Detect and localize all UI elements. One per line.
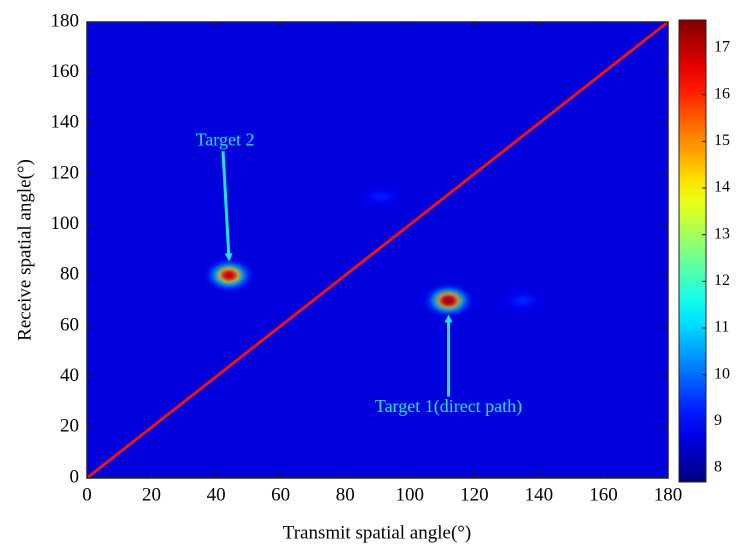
heatmap-peak: [484, 280, 561, 321]
colorbar: [678, 19, 707, 483]
colorbar-tick-label: 17: [714, 39, 730, 56]
y-axis-label: Receive spatial angle(°): [14, 159, 35, 341]
colorbar-tick-label: 11: [714, 319, 729, 336]
diagonal-line: [86, 20, 669, 480]
x-tick-label: 80: [336, 484, 355, 505]
x-tick-label: 140: [525, 484, 554, 505]
heatmap-peak: [416, 278, 481, 323]
heatmap-peak: [342, 176, 419, 217]
y-tick-label: 80: [60, 264, 79, 285]
heatmap-peak: [197, 253, 262, 298]
y-tick-label: 140: [51, 112, 80, 133]
x-tick-label: 0: [82, 484, 92, 505]
y-tick-label: 100: [51, 213, 80, 234]
x-tick-label: 60: [271, 484, 290, 505]
y-tick-label: 180: [51, 10, 80, 31]
x-tick-label: 100: [396, 484, 425, 505]
y-tick-label: 160: [51, 61, 80, 82]
colorbar-tick-label: 13: [714, 225, 730, 242]
x-axis-label: Transmit spatial angle(°): [283, 522, 471, 543]
colorbar-tick-label: 9: [714, 412, 722, 429]
x-tick-label: 120: [460, 484, 489, 505]
x-tick-label: 40: [207, 484, 226, 505]
colorbar-tick-label: 16: [714, 85, 730, 102]
colorbar-tick-label: 14: [714, 179, 730, 196]
x-tick-label: 180: [654, 484, 683, 505]
colorbar-tick-label: 15: [714, 132, 730, 149]
y-tick-label: 0: [70, 466, 80, 487]
annotation-arrow: [221, 151, 233, 262]
y-tick-label: 40: [60, 365, 79, 386]
y-tick-label: 20: [60, 416, 79, 437]
y-tick-label: 120: [51, 162, 80, 183]
colorbar-tick-label: 10: [714, 365, 730, 382]
annotation-label: Target 1(direct path): [375, 396, 522, 417]
annotation-label: Target 2: [196, 129, 255, 149]
x-tick-label: 20: [142, 484, 161, 505]
colorbar-tick-label: 12: [714, 272, 730, 289]
plot-frame: [86, 21, 669, 479]
x-tick-label: 160: [589, 484, 618, 505]
y-tick-label: 60: [60, 314, 79, 335]
colorbar-tick-label: 8: [714, 459, 722, 476]
